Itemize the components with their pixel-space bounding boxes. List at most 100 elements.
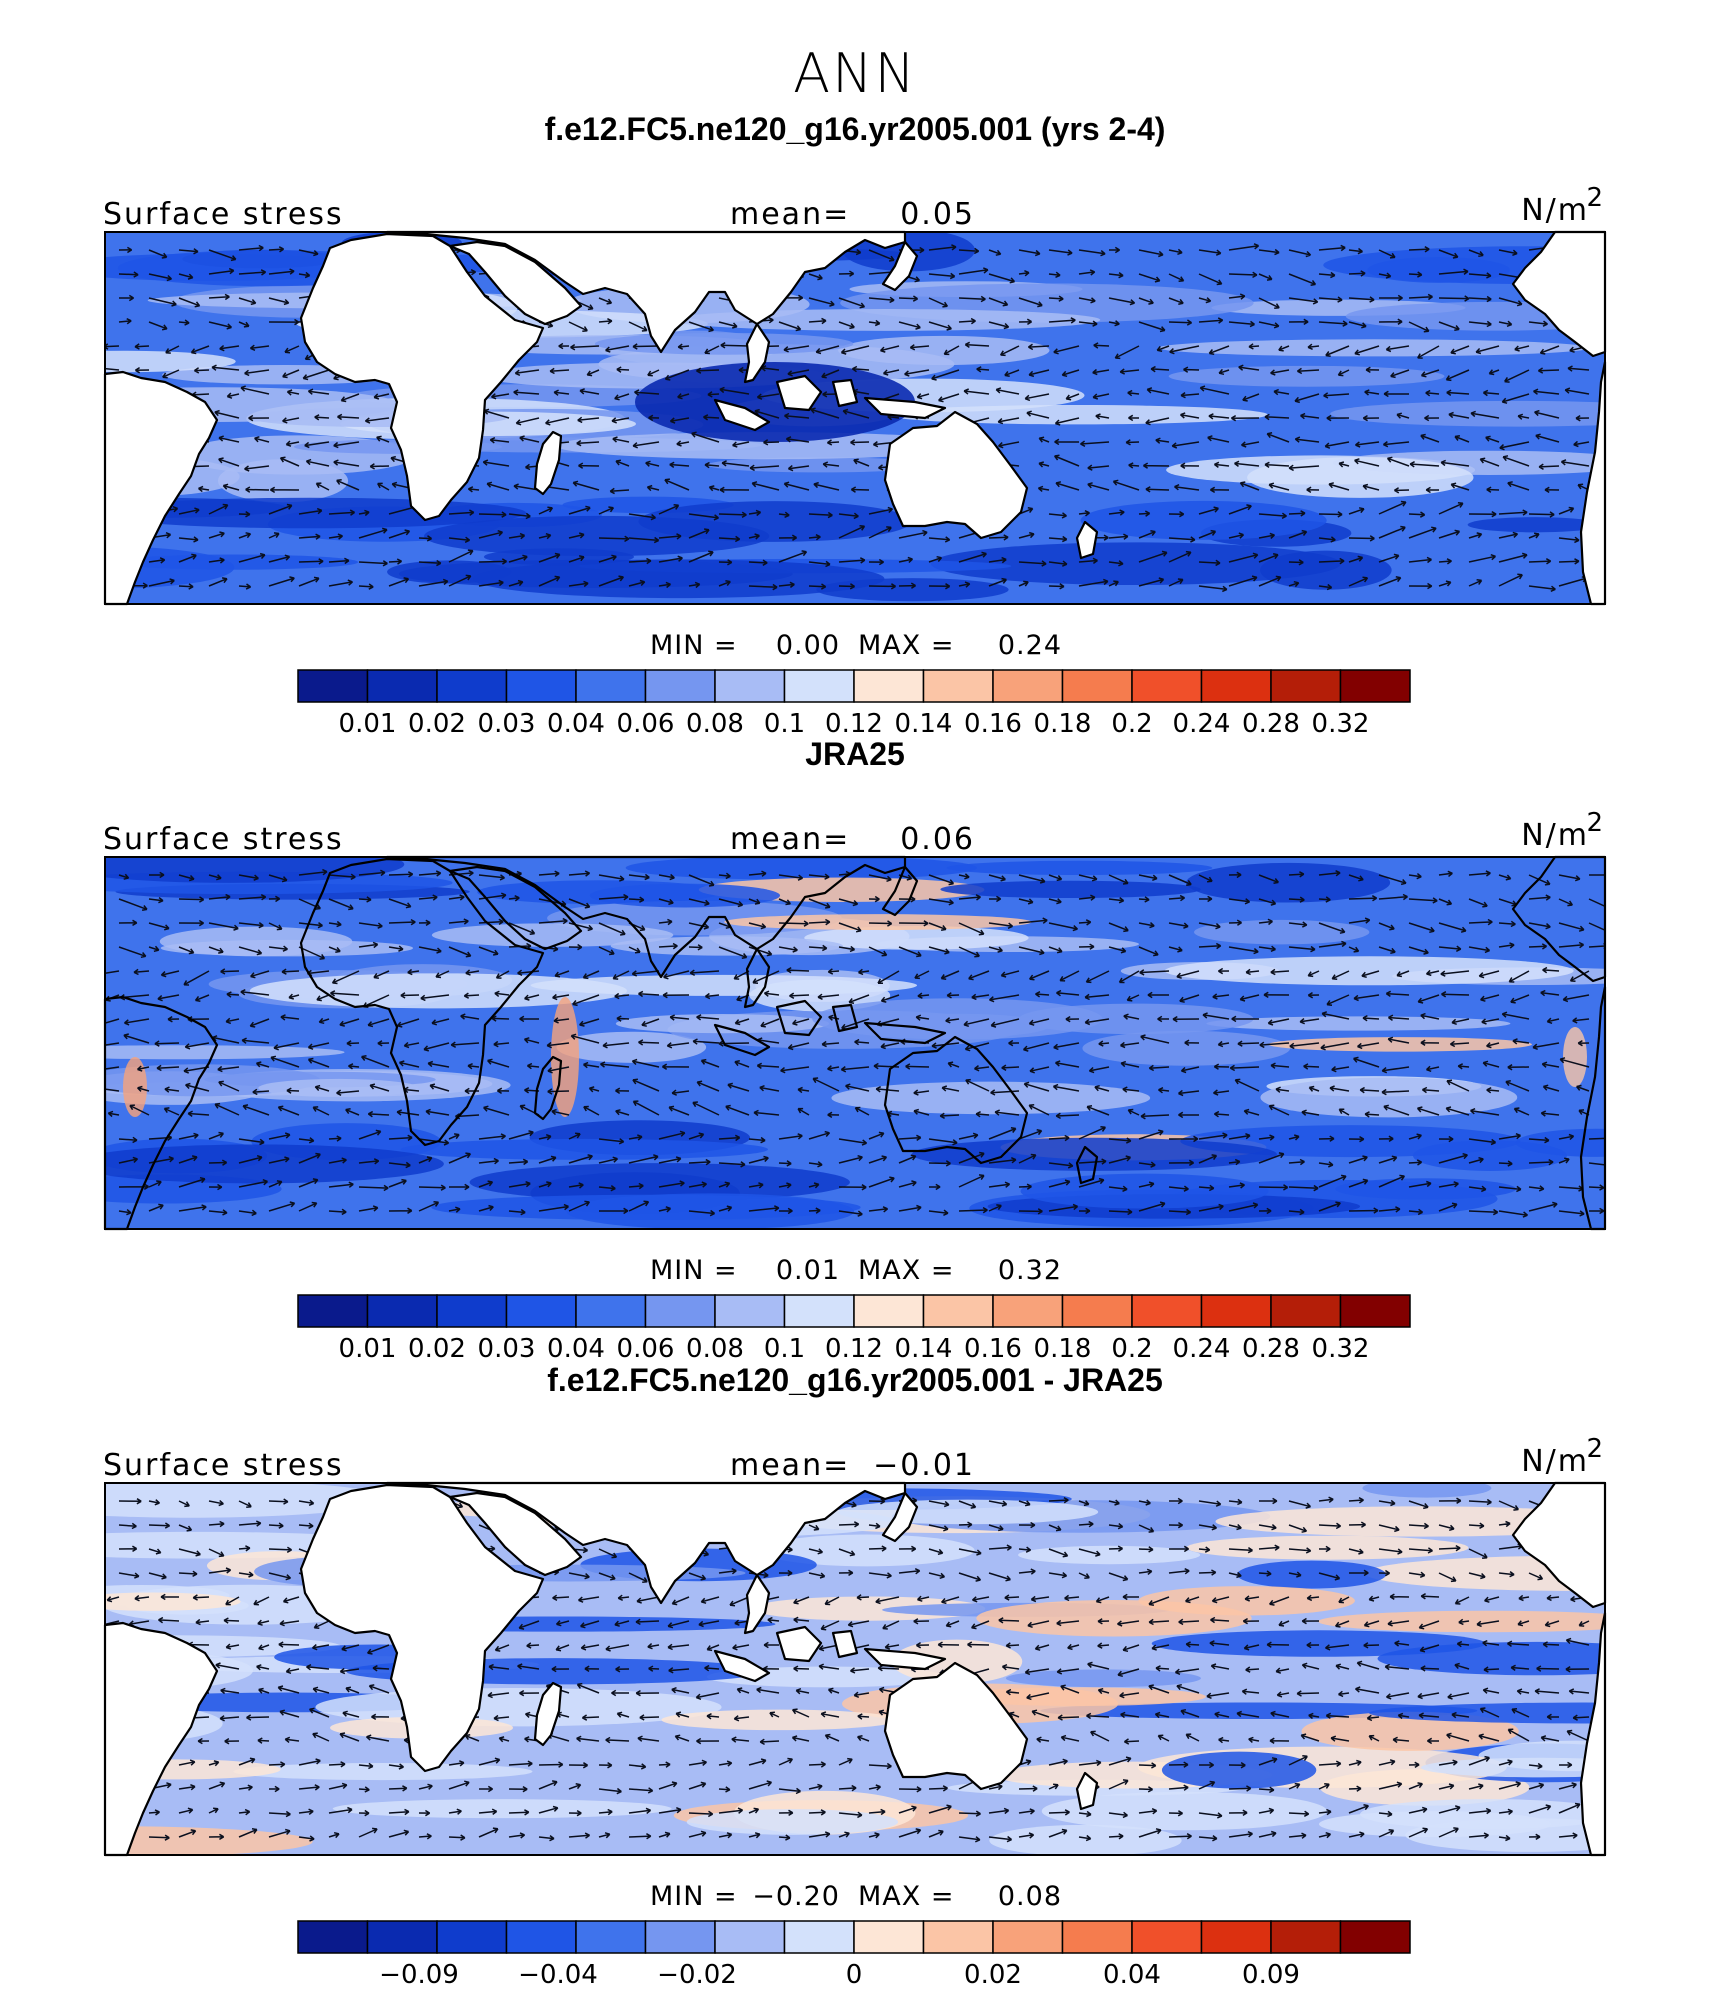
colorbar-tick-label: 0.12 bbox=[825, 709, 883, 739]
units-label: N/m bbox=[1521, 1444, 1589, 1479]
panel-title: f.e12.FC5.ne120_g16.yr2005.001 - JRA25 bbox=[547, 1362, 1163, 1398]
map-frame bbox=[104, 856, 1606, 1230]
colorbar-swatch bbox=[297, 669, 369, 703]
colorbar-swatch bbox=[1061, 1294, 1133, 1328]
colorbar: 0.01 0.02 0.03 0.04 0.06 0.08 0.1 0.12 0.14 0.16 0… bbox=[297, 669, 1411, 739]
colorbar-swatch bbox=[714, 1294, 786, 1328]
colorbar-swatch bbox=[505, 1920, 577, 1954]
colorbar-tick-label: 0.01 bbox=[339, 1334, 397, 1364]
colorbar-tick-label: 0.16 bbox=[964, 709, 1022, 739]
min-value: 0.01 bbox=[776, 1255, 840, 1286]
min-label: MIN = bbox=[650, 630, 738, 661]
mean-label: mean= bbox=[730, 1448, 850, 1483]
map-field bbox=[105, 1483, 1605, 1855]
colorbar-swatch bbox=[1339, 669, 1411, 703]
colorbar-swatch bbox=[853, 1920, 925, 1954]
wind-stress-vectors bbox=[105, 868, 1605, 1218]
colorbar-swatch bbox=[575, 1294, 647, 1328]
colorbar-tick-label: 0.09 bbox=[1242, 1960, 1300, 1989]
colorbar: −0.09 −0.04 −0.02 0 0.02 0.04 0.09 bbox=[297, 1920, 1411, 1989]
map-frame bbox=[104, 231, 1606, 605]
colorbar-swatch bbox=[922, 1920, 994, 1954]
colorbar-swatch bbox=[783, 1294, 855, 1328]
colorbar-tick-label: 0.14 bbox=[895, 709, 953, 739]
colorbar-swatch bbox=[853, 669, 925, 703]
colorbar-tick-label: 0.28 bbox=[1242, 709, 1300, 739]
colorbar-swatch bbox=[922, 1294, 994, 1328]
colorbar-tick-label: −0.02 bbox=[657, 1960, 737, 1989]
colorbar-swatch bbox=[436, 669, 508, 703]
units-superscript: 2 bbox=[1586, 808, 1603, 838]
colorbar-tick-label: 0.04 bbox=[1103, 1960, 1161, 1989]
min-label: MIN = bbox=[650, 1255, 738, 1286]
colorbar-tick-label: 0.2 bbox=[1111, 1334, 1152, 1364]
colorbar-tick-label: −0.09 bbox=[379, 1960, 459, 1989]
max-label: MAX = bbox=[858, 1881, 954, 1912]
variable-label: Surface stress bbox=[103, 822, 344, 857]
panel-obs: JRA25 Surface stress mean= 0.06 N/m2 MIN = 0.0… bbox=[103, 736, 1607, 1364]
colorbar-tick-label: 0.28 bbox=[1242, 1334, 1300, 1364]
colorbar-swatch bbox=[853, 1294, 925, 1328]
min-value: 0.00 bbox=[776, 630, 840, 661]
colorbar-swatch bbox=[992, 669, 1064, 703]
max-label: MAX = bbox=[858, 630, 954, 661]
colorbar-swatch bbox=[297, 1294, 369, 1328]
colorbar-tick-label: 0.06 bbox=[617, 709, 675, 739]
map-frame bbox=[104, 1482, 1606, 1856]
colorbar-swatch bbox=[714, 669, 786, 703]
units-label: N/m bbox=[1521, 193, 1589, 228]
colorbar-tick-label: 0.32 bbox=[1312, 709, 1370, 739]
colorbar-swatch bbox=[436, 1920, 508, 1954]
colorbar-tick-label: 0.02 bbox=[408, 709, 466, 739]
colorbar-swatch bbox=[366, 669, 438, 703]
colorbar-swatch bbox=[1339, 1294, 1411, 1328]
colorbar-swatch bbox=[297, 1920, 369, 1954]
mean-label: mean= bbox=[730, 822, 850, 857]
colorbar-swatch bbox=[644, 1920, 716, 1954]
colorbar-tick-label: 0.18 bbox=[1034, 1334, 1092, 1364]
colorbar-tick-label: 0.03 bbox=[478, 709, 536, 739]
colorbar-swatch bbox=[436, 1294, 508, 1328]
colorbar-tick-label: 0.04 bbox=[547, 1334, 605, 1364]
colorbar-tick-label: 0 bbox=[846, 1960, 863, 1989]
units-superscript: 2 bbox=[1586, 183, 1603, 213]
panel-diff: f.e12.FC5.ne120_g16.yr2005.001 - JRA25 Su… bbox=[103, 1362, 1607, 1989]
colorbar-tick-label: 0.2 bbox=[1111, 709, 1152, 739]
panel-title: f.e12.FC5.ne120_g16.yr2005.001 (yrs 2-4) bbox=[545, 111, 1166, 147]
colorbar-swatch bbox=[783, 669, 855, 703]
colorbar-tick-label: 0.02 bbox=[964, 1960, 1022, 1989]
colorbar-swatch bbox=[644, 1294, 716, 1328]
max-value: 0.32 bbox=[998, 1255, 1062, 1286]
colorbar-tick-label: 0.08 bbox=[686, 1334, 744, 1364]
colorbar-swatch bbox=[366, 1294, 438, 1328]
colorbar-swatch bbox=[505, 669, 577, 703]
units-label: N/m bbox=[1521, 818, 1589, 853]
colorbar-swatch bbox=[1200, 1294, 1272, 1328]
colorbar: 0.01 0.02 0.03 0.04 0.06 0.08 0.1 0.12 0.14 0.16 0… bbox=[297, 1294, 1411, 1364]
max-value: 0.08 bbox=[998, 1881, 1062, 1912]
min-value: −0.20 bbox=[752, 1881, 840, 1912]
colorbar-swatch bbox=[644, 669, 716, 703]
colorbar-swatch bbox=[714, 1920, 786, 1954]
colorbar-tick-label: 0.02 bbox=[408, 1334, 466, 1364]
units-superscript: 2 bbox=[1586, 1434, 1603, 1464]
colorbar-tick-label: 0.24 bbox=[1173, 709, 1231, 739]
colorbar-tick-label: 0.24 bbox=[1173, 1334, 1231, 1364]
colorbar-swatch bbox=[992, 1920, 1064, 1954]
panel-title: JRA25 bbox=[805, 736, 905, 772]
colorbar-swatch bbox=[1270, 669, 1342, 703]
colorbar-tick-label: 0.14 bbox=[895, 1334, 953, 1364]
colorbar-tick-label: 0.12 bbox=[825, 1334, 883, 1364]
colorbar-tick-label: −0.04 bbox=[518, 1960, 598, 1989]
colorbar-tick-label: 0.1 bbox=[764, 709, 805, 739]
max-label: MAX = bbox=[858, 1255, 954, 1286]
colorbar-tick-label: 0.06 bbox=[617, 1334, 675, 1364]
mean-value: 0.06 bbox=[900, 822, 975, 857]
colorbar-swatch bbox=[783, 1920, 855, 1954]
colorbar-tick-label: 0.32 bbox=[1312, 1334, 1370, 1364]
mean-label: mean= bbox=[730, 197, 850, 232]
colorbar-swatch bbox=[1131, 1294, 1203, 1328]
colorbar-tick-label: 0.01 bbox=[339, 709, 397, 739]
colorbar-swatch bbox=[1131, 1920, 1203, 1954]
